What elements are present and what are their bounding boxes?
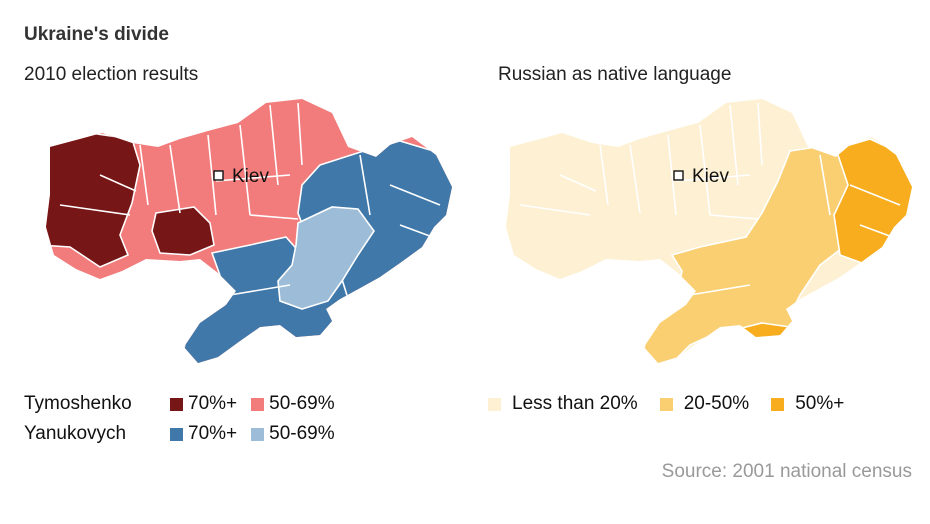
kiev-label: Kiev bbox=[692, 166, 729, 187]
legend-tymoshenko: Tymoshenko 70%+ 50-69% bbox=[24, 393, 335, 415]
legend-item-label: 20-50% bbox=[683, 393, 750, 414]
russian-language-map: Kiev bbox=[506, 99, 912, 363]
legend-item-label: 70%+ bbox=[188, 393, 238, 414]
kiev-marker bbox=[213, 170, 224, 181]
legend-item-label: Less than 20% bbox=[512, 393, 638, 414]
kiev-label: Kiev bbox=[232, 166, 269, 187]
chart-title: Ukraine's divide bbox=[24, 24, 169, 45]
legend-swatch-high bbox=[771, 397, 785, 411]
legend-russian-language: Less than 20% 20-50% 50%+ bbox=[478, 393, 844, 415]
yanukovych-50-region bbox=[277, 206, 375, 310]
legend-swatch-yanukovych-50 bbox=[251, 427, 265, 441]
legend-candidate-label: Tymoshenko bbox=[24, 393, 132, 414]
left-map-subtitle: 2010 election results bbox=[24, 64, 199, 85]
legend-yanukovych: Yanukovych 70%+ 50-69% bbox=[24, 423, 335, 445]
legend-swatch-mid bbox=[659, 397, 673, 411]
legend-item-label: 70%+ bbox=[188, 423, 238, 444]
legend-candidate-label: Yanukovych bbox=[24, 423, 127, 444]
kiev-marker bbox=[673, 170, 684, 181]
legend-swatch-tymoshenko-50 bbox=[251, 397, 265, 411]
legend-swatch-low bbox=[488, 397, 501, 411]
high-russian-region-crimea bbox=[729, 322, 791, 362]
source-note: Source: 2001 national census bbox=[661, 461, 912, 482]
legend-item-label: 50-69% bbox=[269, 423, 335, 444]
legend-swatch-yanukovych-70 bbox=[170, 427, 183, 441]
tymoshenko-70-region-center bbox=[151, 206, 215, 256]
legend-item-label: 50%+ bbox=[795, 393, 845, 414]
legend-swatch-tymoshenko-70 bbox=[170, 397, 183, 411]
legend-item-label: 50-69% bbox=[269, 393, 335, 414]
high-russian-region-east bbox=[833, 138, 912, 264]
right-map-subtitle: Russian as native language bbox=[498, 64, 732, 85]
election-results-map: Kiev bbox=[46, 99, 452, 363]
